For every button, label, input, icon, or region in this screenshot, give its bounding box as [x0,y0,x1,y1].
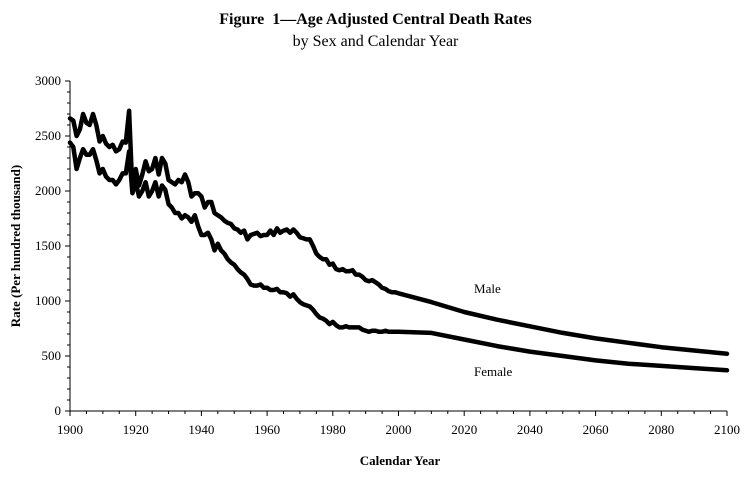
series-label-male: Male [474,281,501,296]
y-tick-label: 2500 [35,128,61,143]
x-tick-label: 2060 [583,422,609,437]
y-tick-label: 1000 [35,293,61,308]
chart-subtitle: by Sex and Calendar Year [292,33,459,50]
axes: 0 500 1000 1500 2000 2500 3000 1900 1920 1940 1960… [35,73,740,437]
x-tick-label: 1920 [123,422,149,437]
x-tick-label: 2080 [648,422,674,437]
x-tick-label: 2020 [451,422,477,437]
y-tick-label: 1500 [35,238,61,253]
x-tick-label: 2000 [386,422,412,437]
y-tick-label: 3000 [35,73,61,88]
annotations: Male Female [474,281,512,379]
y-tick-label: 0 [55,403,62,418]
y-tick-label: 2000 [35,183,61,198]
x-tick-label: 2040 [517,422,543,437]
y-tick-label: 500 [42,348,62,363]
x-tick-label: 1940 [188,422,214,437]
y-axis-title: Rate (Per hundred thousand) [8,165,23,327]
chart-title: Figure 1—Age Adjusted Central Death Rate… [219,11,532,28]
series-group [67,108,730,373]
x-tick-label: 1900 [57,422,83,437]
x-tick-label: 2100 [714,422,740,437]
series-label-female: Female [474,364,512,379]
series-line-female [67,140,730,373]
x-tick-label: 1980 [320,422,346,437]
x-tick-label: 1960 [254,422,280,437]
x-axis-title: Calendar Year [360,453,441,468]
series-line-male [67,108,730,357]
